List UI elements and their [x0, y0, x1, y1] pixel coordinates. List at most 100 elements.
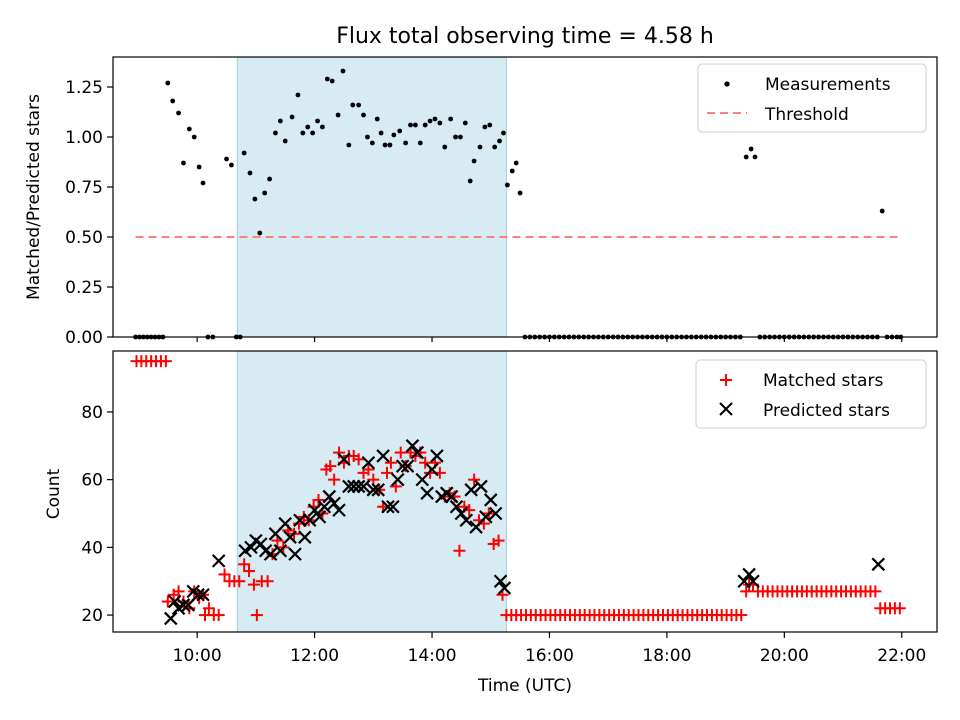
x-tick-label: 20:00 [760, 646, 809, 666]
matched-star-point [352, 453, 365, 466]
legend-predicted-marker [719, 402, 733, 416]
legend-matched-label: Matched stars [763, 371, 883, 391]
measurement-point [497, 138, 502, 144]
measurement-point [356, 102, 362, 108]
measurement-point [340, 68, 346, 74]
measurement-point [181, 160, 186, 166]
measurement-point [361, 112, 366, 118]
predicted-star-point [746, 574, 760, 588]
measurement-point [412, 122, 418, 128]
predicted-star-point [263, 547, 278, 561]
predicted-star-point [493, 574, 508, 588]
predicted-star-point [386, 499, 400, 514]
predicted-star-point [176, 598, 191, 612]
predicted-star-point [497, 581, 512, 595]
bottom-axis-ticks: 20 40 60 80 10:00 12:00 14:00 16:00 18:00 20:00 22… [81, 403, 926, 666]
legend-measurements-label: Measurements [765, 75, 891, 95]
predicted-star-point [410, 445, 425, 460]
predicted-star-point [425, 462, 439, 477]
matched-star-point [333, 446, 346, 459]
predicted-star-point [454, 506, 469, 521]
measurement-point [492, 144, 498, 150]
predicted-star-point [483, 493, 498, 507]
matched-star-point [328, 473, 341, 486]
measurement-point [378, 130, 384, 136]
measurement-point [487, 122, 493, 128]
measurement-point [310, 130, 316, 136]
measurement-point [365, 134, 370, 140]
measurement-point [482, 124, 488, 130]
matched-star-point [202, 602, 215, 615]
predicted-star-point [474, 479, 488, 494]
matched-star-point [250, 609, 263, 622]
predicted-star-point [405, 439, 420, 453]
predicted-star-point [444, 489, 459, 504]
predicted-star-point [361, 455, 376, 470]
predicted-star-point [327, 496, 341, 511]
measurement-point [448, 116, 454, 122]
measurement-point [752, 154, 758, 160]
measurement-point [191, 134, 197, 140]
predicted-star-point [273, 543, 288, 558]
x-axis-label: Time (UTC) [477, 676, 572, 696]
measurement-point [517, 190, 523, 196]
top-y-tick-label: 1.25 [65, 78, 103, 98]
measurement-point [513, 160, 519, 166]
measurement-point [165, 80, 171, 86]
legend-matched-marker [720, 374, 732, 386]
measurement-point [277, 118, 283, 124]
predicted-star-point [464, 483, 478, 497]
measurement-point [329, 78, 335, 84]
predicted-star-point [293, 513, 307, 528]
predicted-star-point [459, 513, 474, 528]
legend-threshold-label: Threshold [764, 105, 849, 125]
predicted-star-point [191, 587, 205, 602]
top-legend: Measurements Threshold [697, 63, 927, 133]
matched-star-point [172, 585, 185, 598]
predicted-star-point [395, 459, 410, 473]
predicted-star-point [488, 506, 503, 521]
measurement-point [504, 182, 510, 188]
predicted-star-points [163, 439, 886, 626]
measurement-point [200, 180, 206, 186]
top-y-tick-label: 0.50 [65, 228, 103, 248]
matched-star-point [324, 460, 337, 473]
bottom-y-tick-label: 20 [81, 606, 103, 626]
predicted-star-point [400, 459, 415, 473]
measurement-point [501, 130, 506, 136]
predicted-star-point [278, 516, 293, 531]
matched-star-point [740, 585, 753, 598]
predicted-star-point [288, 547, 302, 561]
predicted-star-point [376, 449, 390, 463]
matched-star-point [893, 602, 906, 615]
predicted-star-point [391, 472, 405, 487]
predicted-star-point [298, 530, 312, 544]
measurement-point [257, 230, 263, 236]
measurement-point [320, 124, 325, 130]
matched-star-point [468, 473, 481, 486]
x-tick-label: 12:00 [290, 646, 339, 666]
measurement-point [467, 178, 473, 184]
measurement-point [369, 140, 375, 146]
measurement-point [295, 92, 301, 98]
measurement-point [229, 162, 234, 168]
measurement-point [471, 158, 477, 164]
predicted-star-point [211, 554, 226, 568]
top-axis-ticks: 0.00 0.25 0.50 0.75 1.00 1.25 [65, 78, 903, 348]
predicted-star-point [312, 510, 327, 524]
predicted-star-point [342, 479, 356, 494]
predicted-star-point [307, 503, 322, 517]
measurement-point [289, 114, 295, 120]
measurement-point [403, 140, 409, 146]
measurement-point [408, 122, 413, 128]
matched-star-point [159, 355, 172, 368]
predicted-star-point [449, 499, 464, 514]
predicted-star-point [163, 611, 178, 626]
measurement-point [241, 150, 247, 156]
predicted-star-point [283, 530, 297, 544]
measurement-point [305, 124, 311, 130]
measurement-point [387, 142, 393, 148]
chart-title: Flux total observing time = 4.58 h [336, 24, 714, 49]
measurement-point [282, 138, 288, 144]
top-y-axis-label: Matched/Predicted stars [24, 94, 44, 300]
